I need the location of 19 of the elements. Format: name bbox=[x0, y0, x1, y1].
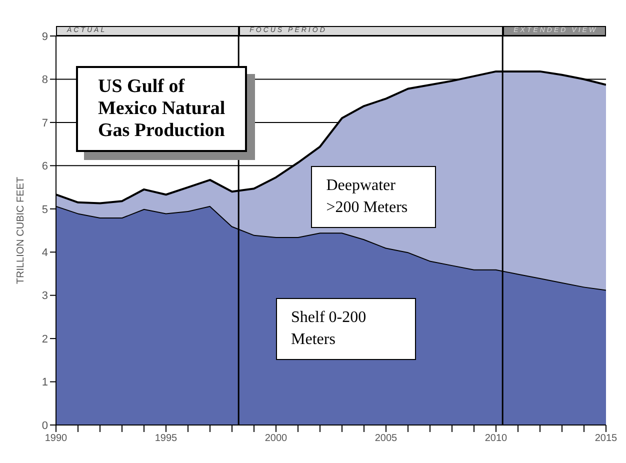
y-tick-label: 1 bbox=[42, 376, 48, 389]
x-tick-label: 1990 bbox=[44, 433, 68, 444]
y-tick-label: 7 bbox=[42, 117, 48, 130]
x-tick-label: 2005 bbox=[374, 433, 398, 444]
y-tick-label: 8 bbox=[42, 74, 48, 86]
y-tick-label: 6 bbox=[42, 160, 48, 173]
y-tick-label: 9 bbox=[42, 30, 48, 43]
x-tick-label: 2000 bbox=[264, 433, 288, 444]
x-tick-label: 1995 bbox=[154, 433, 178, 444]
x-tick-label: 2010 bbox=[484, 433, 508, 444]
y-tick-label: 2 bbox=[42, 333, 48, 346]
x-tick-label: 2015 bbox=[594, 433, 618, 444]
label-box: Deepwater >200 Meters bbox=[311, 166, 436, 228]
y-tick-label: 3 bbox=[42, 290, 48, 302]
label-box: Shelf 0-200 Meters bbox=[276, 298, 416, 360]
y-tick-label: 5 bbox=[42, 204, 48, 216]
y-tick-label: 0 bbox=[42, 420, 48, 432]
y-axis-title: TRILLION CUBIC FEET bbox=[16, 176, 27, 284]
y-tick-label: 4 bbox=[42, 247, 48, 260]
